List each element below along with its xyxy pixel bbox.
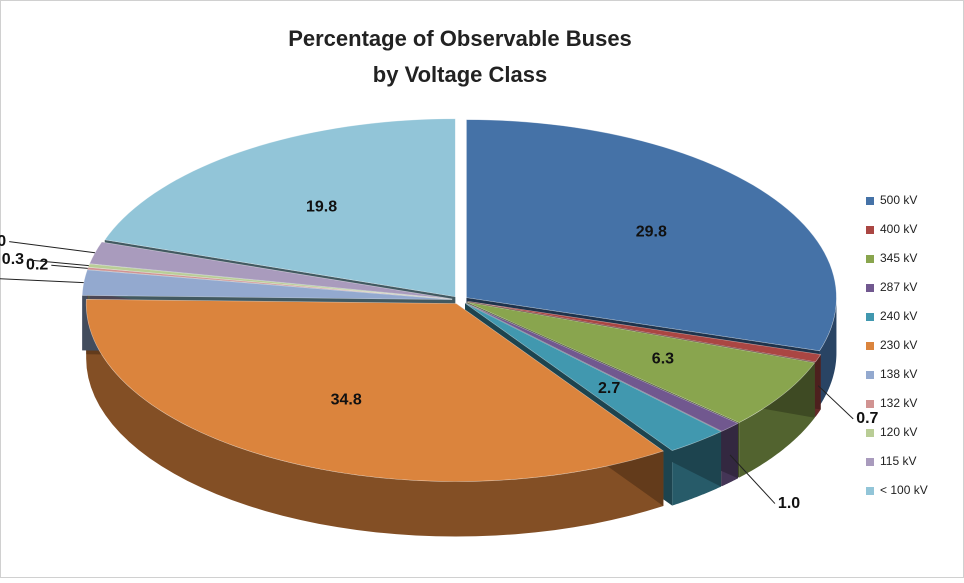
- legend-label: 345 kV: [880, 251, 917, 265]
- legend-label: 120 kV: [880, 425, 917, 439]
- leader-line: [729, 454, 776, 504]
- leader-line: [817, 385, 854, 420]
- slice-wall: [86, 303, 664, 537]
- legend-swatch: [866, 342, 874, 350]
- leader-line: [51, 264, 88, 269]
- legend-label: 240 kV: [880, 309, 917, 323]
- legend-swatch: [866, 255, 874, 263]
- chart-title: Percentage of Observable Buses: [288, 26, 632, 51]
- data-label: 2.7: [598, 380, 620, 397]
- data-label: 0.2: [26, 257, 48, 274]
- data-label: 6.3: [652, 351, 674, 368]
- data-label: 29.8: [636, 224, 667, 241]
- labels: 29.80.76.31.02.734.82.30.20.32.019.8: [0, 198, 879, 512]
- data-label: 0.7: [856, 410, 878, 427]
- legend-label: 230 kV: [880, 338, 917, 352]
- legend-swatch: [866, 284, 874, 292]
- leader-line: [27, 259, 89, 267]
- legend-label: 287 kV: [880, 280, 917, 294]
- legend-swatch: [866, 226, 874, 234]
- chart-title: by Voltage Class: [373, 62, 547, 87]
- slice: [466, 301, 816, 423]
- legend-swatch: [866, 458, 874, 466]
- data-label: 0.3: [2, 251, 24, 268]
- slice: [467, 300, 822, 363]
- data-label: 19.8: [306, 198, 337, 215]
- legend-swatch: [866, 371, 874, 379]
- legend: 500 kV 400 kV 345 kV 287 kV 240 kV 230 kV 138 …: [866, 193, 928, 497]
- legend-label: < 100 kV: [880, 483, 928, 497]
- legend-label: 115 kV: [880, 454, 916, 468]
- tops: [81, 118, 837, 482]
- legend-swatch: [866, 487, 874, 495]
- leader-line: [9, 241, 96, 254]
- slice: [465, 302, 739, 432]
- slice: [466, 119, 837, 352]
- leader-line: [0, 278, 84, 284]
- slice: [89, 241, 453, 300]
- slice: [464, 302, 722, 451]
- legend-label: 400 kV: [880, 222, 917, 236]
- slice: [85, 299, 665, 482]
- legend-label: 138 kV: [880, 367, 917, 381]
- legend-label: 132 kV: [880, 396, 917, 410]
- legend-label: 500 kV: [880, 193, 917, 207]
- legend-swatch: [866, 400, 874, 408]
- legend-swatch: [866, 197, 874, 205]
- data-label: 2.0: [0, 233, 6, 250]
- slice: [81, 269, 453, 300]
- slice: [104, 118, 456, 298]
- legend-swatch: [866, 313, 874, 321]
- data-label: 34.8: [331, 392, 362, 409]
- data-label: 1.0: [778, 495, 800, 512]
- legend-swatch: [866, 429, 874, 437]
